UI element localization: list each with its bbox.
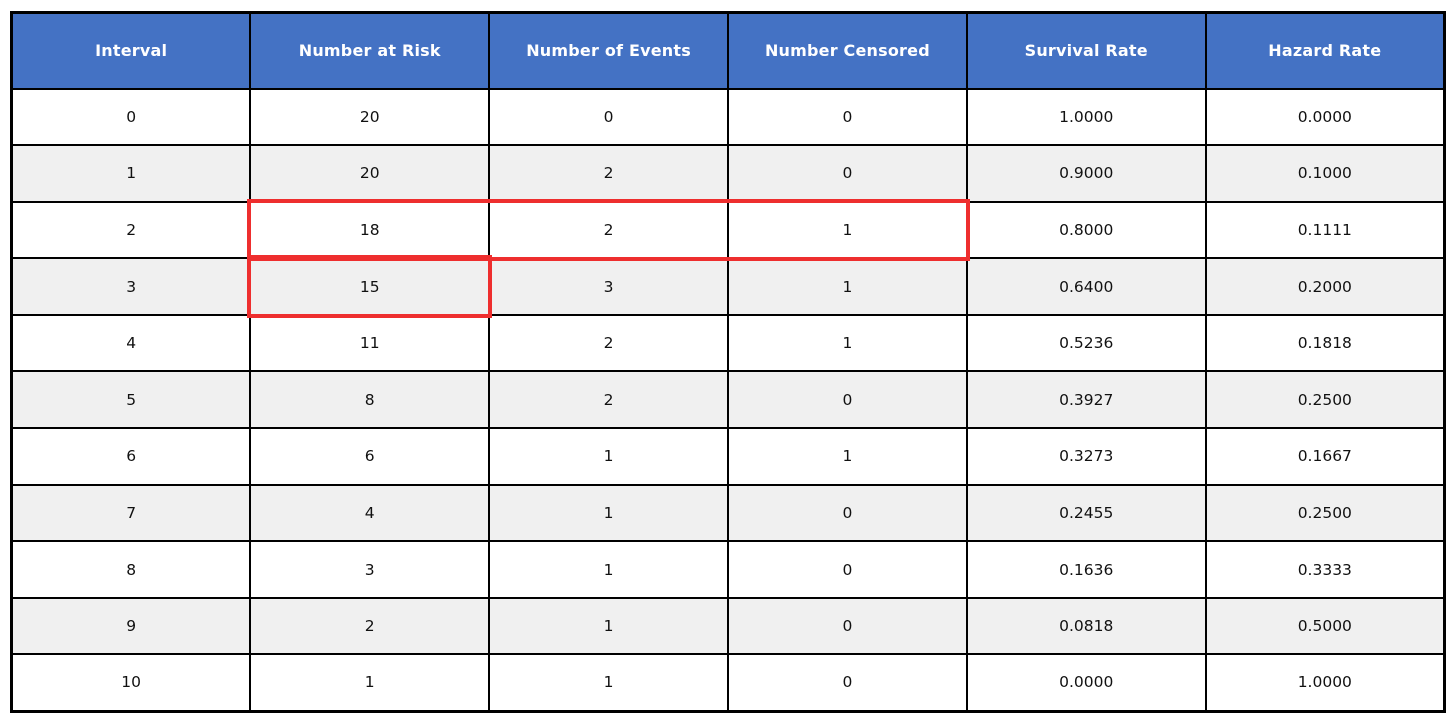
table-cell: 2 — [488, 200, 729, 260]
table-cell: 0.5236 — [965, 313, 1207, 373]
table-cell: 1 — [488, 427, 729, 486]
table-cell: 0.3273 — [965, 427, 1207, 486]
table-cell: 0 — [726, 483, 968, 543]
table-cell: 0 — [726, 144, 968, 203]
col-header-interval: Interval — [10, 11, 252, 90]
table-cell: 0.3927 — [965, 370, 1207, 430]
table-cell: 1 — [488, 540, 729, 599]
table-cell: 3 — [249, 540, 491, 599]
table-cell: 7 — [10, 483, 252, 543]
table-cell: 20 — [249, 87, 491, 147]
table-cell: 20 — [249, 144, 491, 203]
table-cell: 0.5000 — [1204, 596, 1446, 656]
table-row: 4 11 2 1 0.5236 0.1818 — [10, 313, 1446, 373]
table-cell: 1 — [10, 144, 252, 203]
table-cell: 1 — [726, 200, 968, 260]
table-cell: 0.2500 — [1204, 370, 1446, 430]
table-cell: 1 — [488, 483, 729, 543]
table-cell: 1 — [726, 313, 968, 373]
table-cell: 5 — [10, 370, 252, 430]
life-table-container: Interval Number at Risk Number of Events… — [10, 11, 1446, 713]
table-cell: 0 — [488, 87, 729, 147]
table-cell: 0.3333 — [1204, 540, 1446, 599]
col-header-number-censored: Number Censored — [726, 11, 968, 90]
table-row: 9 2 1 0 0.0818 0.5000 — [10, 596, 1446, 656]
table-cell: 8 — [249, 370, 491, 430]
table-cell: 15 — [249, 257, 491, 316]
table-cell: 0 — [726, 370, 968, 430]
table-row: 1 20 2 0 0.9000 0.1000 — [10, 144, 1446, 203]
table-row: 7 4 1 0 0.2455 0.2500 — [10, 483, 1446, 543]
table-cell: 0.1818 — [1204, 313, 1446, 373]
table-header: Interval Number at Risk Number of Events… — [10, 11, 1446, 90]
table-cell: 2 — [488, 370, 729, 430]
table-cell: 0 — [726, 596, 968, 656]
table-cell: 1.0000 — [1204, 653, 1446, 713]
table-cell: 1.0000 — [965, 87, 1207, 147]
table-body: 0 20 0 0 1.0000 0.0000 1 20 2 0 0.9000 0.1000 2 18 2 1 0… — [10, 87, 1446, 713]
table-cell: 3 — [10, 257, 252, 316]
table-cell: 6 — [10, 427, 252, 486]
table-cell: 0.0000 — [965, 653, 1207, 713]
table-cell: 0.0000 — [1204, 87, 1446, 147]
col-header-hazard-rate: Hazard Rate — [1204, 11, 1446, 90]
table-row: 8 3 1 0 0.1636 0.3333 — [10, 540, 1446, 599]
table-cell: 9 — [10, 596, 252, 656]
table-cell: 1 — [726, 427, 968, 486]
table-cell: 1 — [488, 653, 729, 713]
table-cell: 0.1000 — [1204, 144, 1446, 203]
table-cell: 0.6400 — [965, 257, 1207, 316]
table-cell: 2 — [10, 200, 252, 260]
life-table: Interval Number at Risk Number of Events… — [10, 11, 1446, 713]
table-cell: 10 — [10, 653, 252, 713]
table-row: 3 15 3 1 0.6400 0.2000 — [10, 257, 1446, 316]
table-cell: 0.9000 — [965, 144, 1207, 203]
table-cell: 0 — [726, 653, 968, 713]
table-cell: 0 — [726, 87, 968, 147]
table-cell: 0.2000 — [1204, 257, 1446, 316]
table-cell: 18 — [249, 200, 491, 260]
table-cell: 3 — [488, 257, 729, 316]
table-cell: 0 — [10, 87, 252, 147]
table-cell: 0.1111 — [1204, 200, 1446, 260]
table-cell: 4 — [10, 313, 252, 373]
table-cell: 2 — [249, 596, 491, 656]
table-cell: 1 — [726, 257, 968, 316]
table-cell: 8 — [10, 540, 252, 599]
table-cell: 0.0818 — [965, 596, 1207, 656]
table-cell: 11 — [249, 313, 491, 373]
table-cell: 1 — [249, 653, 491, 713]
header-row: Interval Number at Risk Number of Events… — [10, 11, 1446, 90]
table-cell: 0.1636 — [965, 540, 1207, 599]
table-cell: 0.2455 — [965, 483, 1207, 543]
table-cell: 2 — [488, 144, 729, 203]
table-cell: 2 — [488, 313, 729, 373]
table-row: 10 1 1 0 0.0000 1.0000 — [10, 653, 1446, 713]
table-cell: 0.1667 — [1204, 427, 1446, 486]
table-row: 2 18 2 1 0.8000 0.1111 — [10, 200, 1446, 260]
table-cell: 4 — [249, 483, 491, 543]
table-cell: 1 — [488, 596, 729, 656]
table-cell: 0 — [726, 540, 968, 599]
table-row: 6 6 1 1 0.3273 0.1667 — [10, 427, 1446, 486]
col-header-number-of-events: Number of Events — [488, 11, 729, 90]
table-cell: 0.2500 — [1204, 483, 1446, 543]
col-header-survival-rate: Survival Rate — [965, 11, 1207, 90]
col-header-number-at-risk: Number at Risk — [249, 11, 491, 90]
table-cell: 6 — [249, 427, 491, 486]
table-row: 0 20 0 0 1.0000 0.0000 — [10, 87, 1446, 147]
table-cell: 0.8000 — [965, 200, 1207, 260]
table-row: 5 8 2 0 0.3927 0.2500 — [10, 370, 1446, 430]
